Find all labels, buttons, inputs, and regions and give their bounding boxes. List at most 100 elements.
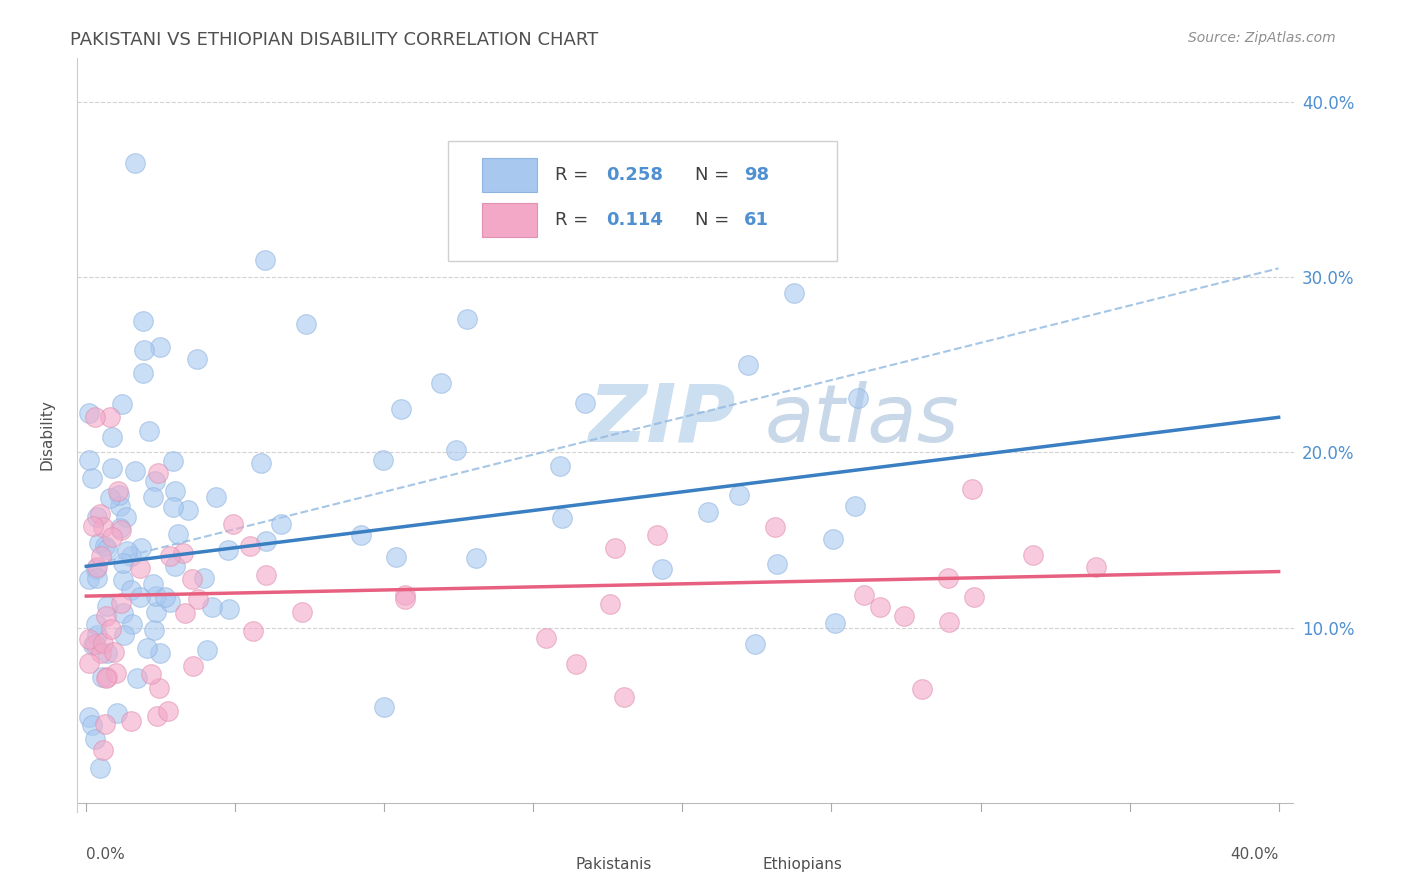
Point [270,516,292,531]
Point [131,541,153,555]
Point [115,510,138,524]
Point [149,340,172,354]
Point [96,599,118,614]
Point [165,483,187,498]
Point [91,670,114,684]
Point [86,509,108,524]
Point [195,642,218,657]
Point [120,549,142,563]
Point [103,645,125,659]
Point [84,637,107,651]
Text: R =: R = [555,211,600,229]
Point [217,543,239,558]
Point [844,499,866,513]
Bar [527,854,567,878]
Point [91,520,114,534]
Point [77,572,100,586]
Point [115,544,138,558]
Point [181,659,204,673]
Point [599,598,621,612]
Point [205,490,228,504]
Point [291,605,314,619]
Point [766,557,789,571]
Point [145,590,167,604]
Point [149,646,172,660]
Point [697,506,720,520]
Point [574,396,596,410]
Point [138,424,160,438]
Point [960,482,983,496]
Point [254,252,277,267]
Point [172,546,194,560]
Text: 0.0%: 0.0% [86,847,125,862]
Text: 0.258: 0.258 [606,166,664,184]
Point [728,488,751,502]
Point [129,561,152,575]
Point [221,517,243,532]
Text: Disability: Disability [39,400,55,470]
Point [108,521,131,535]
Point [548,458,571,473]
Point [893,608,915,623]
Point [132,343,155,357]
Point [98,410,121,425]
Text: Ethiopians: Ethiopians [762,857,842,872]
Point [254,568,277,582]
Point [96,670,118,684]
Bar [482,158,537,192]
Point [254,534,277,549]
Point [110,523,132,537]
Text: N =: N = [695,211,741,229]
Point [783,285,806,300]
Point [90,646,112,660]
Point [121,616,143,631]
Point [385,549,408,564]
Point [86,628,108,642]
Point [124,156,146,170]
Point [821,532,844,546]
Point [77,632,100,647]
Text: PAKISTANI VS ETHIOPIAN DISABILITY CORRELATION CHART: PAKISTANI VS ETHIOPIAN DISABILITY CORREL… [70,31,599,49]
Text: ZIP: ZIP [588,381,735,458]
Point [87,536,110,550]
Point [394,588,416,602]
Point [94,608,117,623]
Point [242,624,264,638]
Point [846,391,869,405]
Point [110,596,132,610]
Point [111,606,134,620]
Point [187,591,209,606]
Point [98,491,121,505]
Point [89,761,111,775]
Point [108,499,131,513]
Point [91,743,114,757]
Point [94,539,117,553]
Point [174,606,197,620]
Point [143,623,166,637]
Point [111,557,134,571]
Point [104,666,127,681]
Text: R =: R = [555,166,595,184]
Point [100,460,122,475]
Point [107,483,129,498]
Point [135,641,157,656]
Point [218,601,240,615]
Point [162,500,184,514]
FancyBboxPatch shape [449,141,838,261]
Point [551,511,574,525]
Point [373,700,395,714]
Point [86,571,108,585]
Point [465,550,488,565]
Point [156,704,179,718]
Point [394,592,416,607]
Point [100,622,122,636]
Point [146,709,169,723]
Point [84,731,107,746]
Text: 40.0%: 40.0% [1230,847,1278,862]
Point [186,352,208,367]
Point [763,519,786,533]
Point [80,717,103,731]
Point [108,487,131,501]
Point [350,528,373,542]
Point [142,490,165,504]
